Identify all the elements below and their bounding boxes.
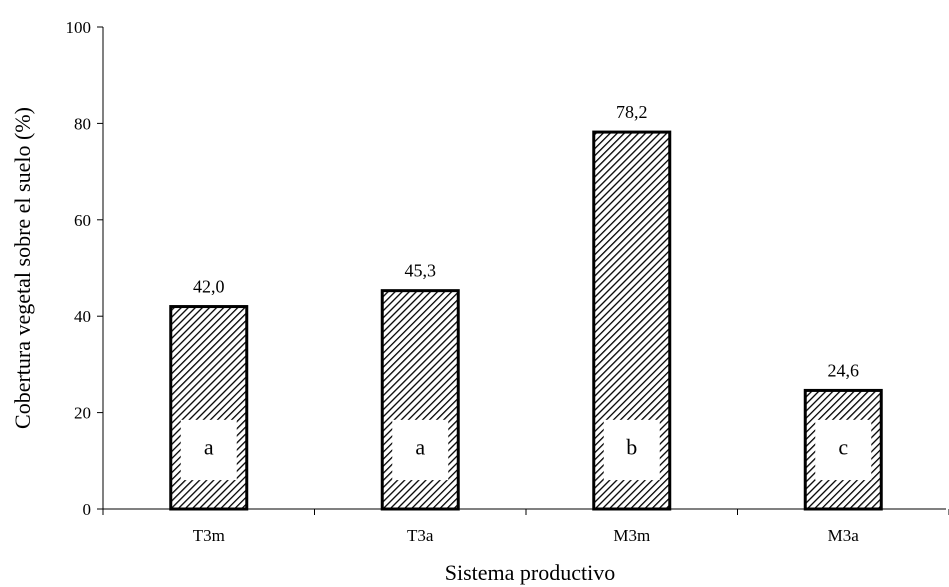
group-letter-box [180, 419, 237, 481]
plot-area: 0 20 40 60 80 100 42,0 a T3m 45,3 a T3a 78,2 b M3m 24,6… [66, 18, 949, 545]
y-tick-label: 20 [74, 404, 91, 423]
y-tick-label: 60 [74, 211, 91, 230]
x-tick-label: T3a [407, 526, 434, 545]
data-label: 24,6 [828, 360, 860, 380]
y-tick-label: 0 [83, 500, 92, 519]
group-letter-box [815, 419, 872, 481]
x-tick-label: T3m [193, 526, 225, 545]
group-letter: c [838, 435, 848, 460]
x-tick-label: M3a [828, 526, 860, 545]
x-tick-label: M3m [613, 526, 650, 545]
group-letter-box [392, 419, 449, 481]
group-letter: b [626, 435, 637, 460]
data-label: 42,0 [193, 277, 225, 297]
y-axis-title: Cobertura vegetal sobre el suelo (%) [10, 107, 35, 429]
y-tick-label: 40 [74, 307, 91, 326]
group-letter: a [415, 435, 425, 460]
y-tick-label: 80 [74, 114, 91, 133]
data-label: 45,3 [405, 261, 437, 281]
x-axis-title: Sistema productivo [445, 560, 615, 585]
group-letter-box [603, 419, 660, 481]
y-tick-label: 100 [66, 18, 92, 37]
data-label: 78,2 [616, 102, 648, 122]
group-letter: a [204, 435, 214, 460]
